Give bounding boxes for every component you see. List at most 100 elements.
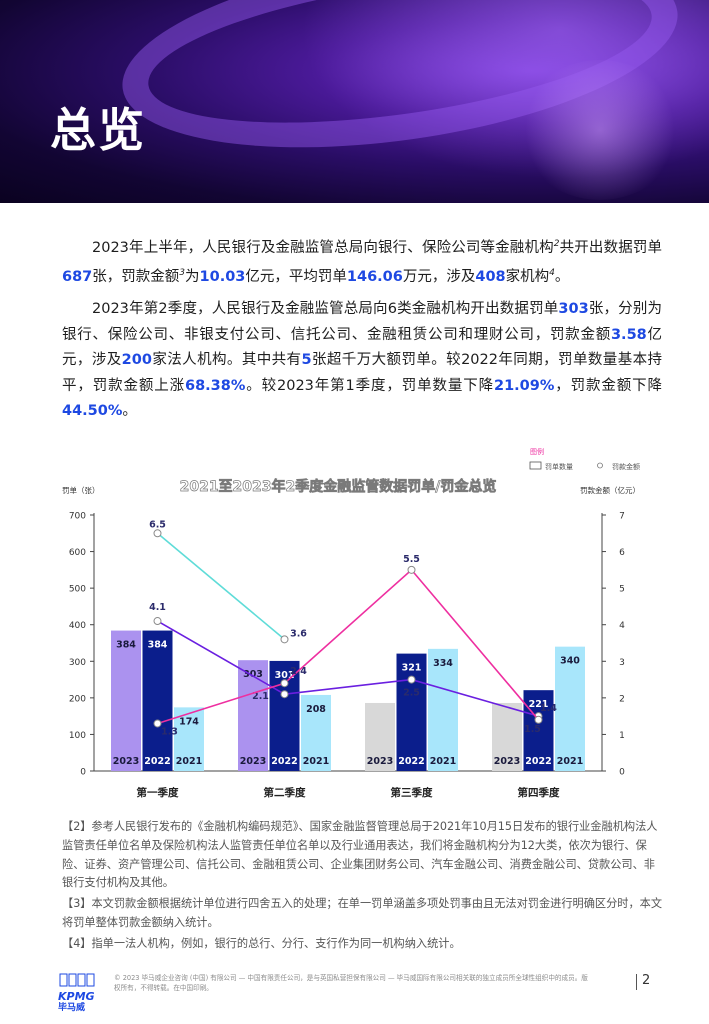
bar-2022-1 [142, 630, 173, 771]
bar-value-label: 384 [148, 640, 168, 651]
bar-year-label: 2022 [398, 756, 424, 767]
bar-year-label: 2023 [240, 756, 266, 767]
line-point-label: 3.6 [290, 628, 307, 639]
line-point-label: 4.1 [149, 602, 166, 613]
hero-banner: 总览 [0, 0, 709, 203]
y2-tick-label: 4 [619, 621, 625, 631]
kpmg-logo-bars-icon [59, 973, 95, 987]
bar-value-label: 340 [560, 656, 580, 667]
line-point [280, 679, 289, 688]
y-axis-label: 罚单（张） [62, 485, 100, 495]
bar-2021-1 [174, 707, 204, 771]
y2-axis-label: 罚款金额（亿元） [580, 485, 640, 495]
page-title: 总览 [50, 103, 146, 157]
line-series [157, 620, 539, 717]
bar-2023-2 [238, 660, 268, 771]
bar-2023-3 [365, 702, 395, 771]
footnote-3: 【3】本文罚款金额根据统计单位进行四舍五入的处理；在单一罚单涵盖多项处罚事由且无… [62, 897, 663, 929]
line-series [156, 532, 286, 640]
y-tick-label: 100 [69, 731, 86, 741]
y2-tick-label: 1 [619, 731, 625, 741]
bar-value-label: 321 [402, 663, 422, 674]
x-tick-label: 第一季度 [137, 786, 179, 799]
bar-value-label: 301 [275, 670, 295, 681]
bar-year-label: 2023 [494, 756, 520, 767]
y2-tick-label: 5 [619, 585, 625, 595]
bar-value-label: 221 [529, 699, 549, 710]
line-point-label: 2.5 [403, 688, 420, 699]
legend-title: 图例 [530, 447, 544, 456]
kpmg-logo: KPMG 毕马威 [58, 972, 106, 1014]
bar-year-label: 2021 [303, 756, 329, 767]
bar-2023-1 [111, 630, 141, 771]
y2-tick-label: 3 [619, 658, 625, 668]
bar-year-label: 2021 [176, 756, 202, 767]
bar-year-label: 2022 [271, 756, 297, 767]
line-point-label: 2.1 [252, 691, 269, 702]
legend-bar-label: 罚单数量 [545, 462, 573, 471]
y2-tick-label: 7 [619, 512, 625, 522]
y2-tick-label: 6 [619, 548, 625, 558]
footnote-2: 【2】参考人民银行发布的《金融机构编码规范》、国家金融监督管理总局于2021年1… [62, 820, 658, 890]
bar-value-label: 384 [116, 640, 136, 651]
y-tick-label: 500 [69, 585, 86, 595]
legend-bar-swatch [529, 461, 542, 470]
bar-2021-2 [301, 694, 331, 771]
y-tick-label: 400 [69, 621, 86, 631]
bar-year-label: 2023 [367, 756, 393, 767]
line-point [153, 529, 162, 538]
line-point-label: 2.4 [290, 666, 307, 677]
y-tick-label: 700 [69, 512, 86, 522]
bar-2022-4 [523, 690, 554, 771]
bar-2023-4 [492, 702, 522, 771]
y2-tick-label: 0 [619, 768, 625, 778]
bar-year-label: 2022 [144, 756, 170, 767]
line-point-label: 1.5 [524, 724, 541, 735]
y-tick-label: 300 [69, 658, 86, 668]
legend-line-swatch [597, 462, 603, 469]
line-point [534, 715, 543, 724]
bar-2021-3 [428, 648, 458, 771]
line-point-label: 1.3 [161, 726, 178, 737]
footnote-4: 【4】指单一法人机构，例如，银行的总行、分行、支行作为同一机构纳入统计。 [62, 936, 461, 950]
chart-title: 2021至2023年2季度金融监管数据罚单/罚金总览 [180, 478, 497, 495]
legend-line-label: 罚款金额 [612, 462, 640, 471]
footnotes: 【2】参考人民银行发布的《金融机构编码规范》、国家金融监督管理总局于2021年1… [62, 818, 666, 956]
copyright-text: © 2023 毕马威企业咨询 (中国) 有限公司 — 中国有限责任公司，是与英国… [114, 974, 588, 992]
bar-value-label: 174 [179, 716, 199, 727]
y-tick-label: 200 [69, 694, 86, 704]
line-point-label: 1.4 [540, 703, 557, 714]
kpmg-logo-text: KPMG [58, 990, 95, 1003]
y-tick-label: 0 [80, 768, 86, 778]
x-tick-label: 第四季度 [518, 786, 560, 799]
footer-divider [636, 974, 637, 990]
y2-tick-label: 2 [619, 694, 625, 704]
line-point [153, 719, 162, 728]
kpmg-logo-cn: 毕马威 [58, 1003, 86, 1013]
line-series [157, 568, 540, 725]
x-tick-label: 第二季度 [264, 786, 306, 799]
line-point [407, 675, 416, 684]
bar-year-label: 2022 [525, 756, 551, 767]
line-point [407, 565, 416, 574]
page-number: 2 [642, 973, 651, 988]
bar-2022-3 [396, 653, 427, 771]
bar-year-label: 2023 [113, 756, 139, 767]
x-tick-label: 第三季度 [391, 786, 433, 799]
summary-paragraph-2: 2023年第2季度，人民银行及金融监管总局向6类金融机构开出数据罚单303张，分… [62, 301, 663, 419]
line-point-label: 6.5 [149, 519, 166, 530]
hero-highlight [520, 60, 680, 200]
y-tick-label: 600 [69, 548, 86, 558]
bar-value-label: 334 [433, 658, 453, 669]
line-point [153, 617, 162, 626]
bar-value-label: 208 [306, 704, 326, 715]
bar-2021-4 [555, 646, 585, 771]
line-point [280, 635, 289, 644]
bar-value-label: 303 [243, 669, 263, 680]
bar-year-label: 2021 [430, 756, 456, 767]
bar-year-label: 2021 [557, 756, 583, 767]
summary-paragraph-1: 2023年上半年，人民银行及金融监管总局向银行、保险公司等金融机构2共开出数据罚… [62, 239, 662, 286]
line-point-label: 5.5 [403, 554, 420, 565]
line-point [280, 690, 289, 699]
